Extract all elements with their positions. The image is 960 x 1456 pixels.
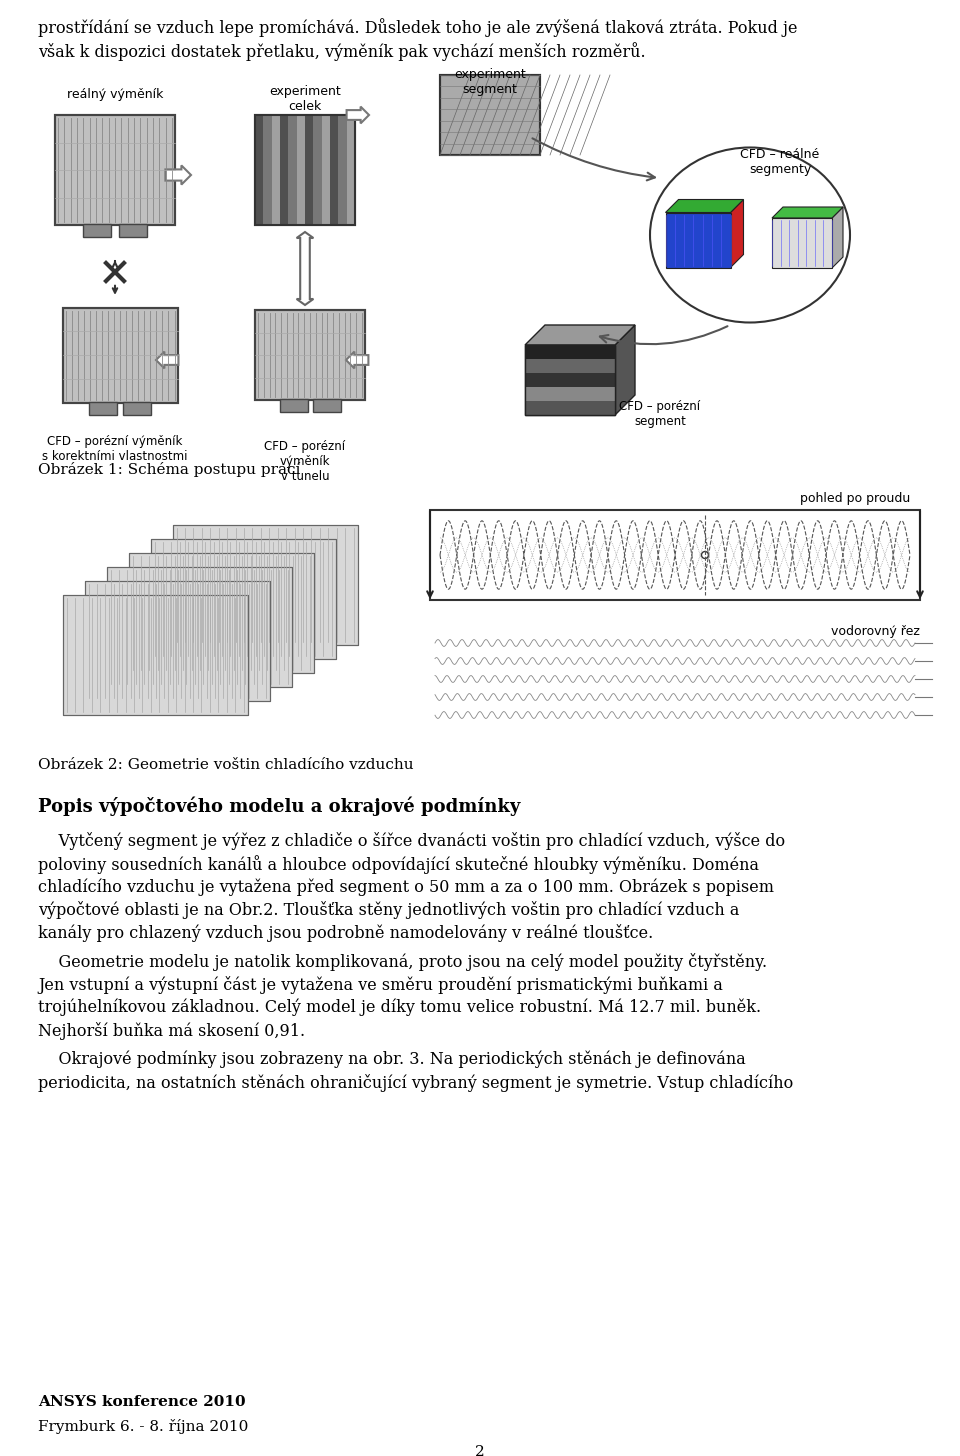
- Text: však k dispozici dostatek přetlaku, výměník pak vychází menších rozměrů.: však k dispozici dostatek přetlaku, výmě…: [38, 42, 646, 61]
- Text: ANSYS konference 2010: ANSYS konference 2010: [38, 1395, 246, 1409]
- Text: periodicita, na ostatních stěnách ohraničující vybraný segment je symetrie. Vstu: periodicita, na ostatních stěnách ohrani…: [38, 1075, 793, 1092]
- Text: Nejhorší buňka má skosení 0,91.: Nejhorší buňka má skosení 0,91.: [38, 1022, 305, 1040]
- Polygon shape: [731, 199, 743, 268]
- Bar: [313, 115, 322, 226]
- Text: prostřídání se vzduch lepe promíchává. Důsledek toho je ale zvýšená tlaková ztrá: prostřídání se vzduch lepe promíchává. D…: [38, 17, 798, 36]
- Polygon shape: [832, 207, 843, 268]
- Text: trojúhelníkovou základnou. Celý model je díky tomu velice robustní. Má 12.7 mil.: trojúhelníkovou základnou. Celý model je…: [38, 999, 761, 1016]
- Bar: [288, 115, 297, 226]
- Bar: [338, 115, 347, 226]
- Bar: [305, 115, 313, 226]
- Text: Okrajové podmínky jsou zobrazeny na obr. 3. Na periodických stěnách je definován: Okrajové podmínky jsou zobrazeny na obr.…: [38, 1051, 746, 1069]
- Bar: [173, 526, 357, 645]
- Bar: [525, 345, 615, 415]
- Bar: [62, 596, 248, 715]
- Bar: [83, 224, 111, 237]
- Bar: [107, 566, 292, 687]
- Bar: [525, 345, 615, 415]
- Circle shape: [702, 552, 708, 559]
- Bar: [255, 310, 365, 400]
- Polygon shape: [346, 351, 369, 368]
- Bar: [129, 553, 314, 673]
- Bar: [88, 402, 117, 415]
- Bar: [279, 399, 307, 412]
- Bar: [84, 581, 270, 700]
- Bar: [255, 310, 365, 400]
- Bar: [322, 115, 330, 226]
- Bar: [55, 115, 175, 226]
- Polygon shape: [525, 325, 635, 345]
- Text: Vytčený segment je výřez z chladiče o šířce dvanácti voštin pro chladící vzduch,: Vytčený segment je výřez z chladiče o ší…: [38, 831, 785, 850]
- Text: vodorovný řez: vodorovný řez: [831, 625, 920, 638]
- Text: pohled po proudu: pohled po proudu: [800, 492, 910, 505]
- Polygon shape: [772, 207, 843, 218]
- Text: Geometrie modelu je natolik komplikovaná, proto jsou na celý model použity čtyřs: Geometrie modelu je natolik komplikovaná…: [38, 954, 767, 971]
- Text: Jen vstupní a výstupní část je vytažena ve směru proudění prismatickými buňkami : Jen vstupní a výstupní část je vytažena …: [38, 976, 723, 994]
- Bar: [129, 553, 314, 673]
- Bar: [263, 115, 272, 226]
- Bar: [151, 539, 335, 660]
- Text: CFD – porézní výměník
s korektními vlastnostmi: CFD – porézní výměník s korektními vlast…: [42, 435, 188, 463]
- Bar: [119, 224, 147, 237]
- Bar: [280, 115, 288, 226]
- Bar: [272, 115, 280, 226]
- Bar: [525, 400, 615, 415]
- Text: Frymburk 6. - 8. října 2010: Frymburk 6. - 8. října 2010: [38, 1420, 249, 1434]
- Bar: [62, 307, 178, 402]
- Bar: [440, 76, 540, 154]
- Bar: [123, 402, 152, 415]
- Bar: [430, 510, 920, 600]
- Bar: [297, 115, 305, 226]
- Text: Obrázek 1: Schéma postupu prací: Obrázek 1: Schéma postupu prací: [38, 462, 300, 478]
- Bar: [55, 115, 175, 226]
- Text: výpočtové oblasti je na Obr.2. Tloušťka stěny jednotlivých voštin pro chladící v: výpočtové oblasti je na Obr.2. Tloušťka …: [38, 901, 739, 919]
- Text: CFD – porézní
výměník
v tunelu: CFD – porézní výměník v tunelu: [264, 440, 346, 483]
- Polygon shape: [615, 325, 635, 415]
- Polygon shape: [665, 199, 743, 213]
- Text: Popis výpočtového modelu a okrajové podmínky: Popis výpočtového modelu a okrajové podm…: [38, 796, 520, 815]
- Text: 2: 2: [475, 1444, 485, 1456]
- Bar: [255, 115, 355, 226]
- Text: Obrázek 2: Geometrie voštin chladícího vzduchu: Obrázek 2: Geometrie voštin chladícího v…: [38, 759, 414, 772]
- Text: experiment
celek: experiment celek: [269, 84, 341, 114]
- Polygon shape: [165, 166, 191, 185]
- Bar: [255, 115, 355, 226]
- Text: kanály pro chlazený vzduch jsou podrobně namodelovány v reálné tloušťce.: kanály pro chlazený vzduch jsou podrobně…: [38, 925, 653, 942]
- Bar: [525, 373, 615, 387]
- Bar: [173, 526, 357, 645]
- Bar: [107, 566, 292, 687]
- Bar: [84, 581, 270, 700]
- Text: CFD – reálné
segmenty: CFD – reálné segmenty: [740, 149, 820, 176]
- Bar: [62, 596, 248, 715]
- Bar: [347, 115, 355, 226]
- Bar: [665, 213, 731, 268]
- Polygon shape: [347, 106, 369, 124]
- Bar: [255, 115, 263, 226]
- Bar: [525, 360, 615, 373]
- Polygon shape: [156, 351, 179, 368]
- Bar: [151, 539, 335, 660]
- Ellipse shape: [650, 147, 850, 322]
- Text: reálný výměník: reálný výměník: [67, 87, 163, 100]
- Polygon shape: [297, 232, 313, 304]
- Text: experiment
segment: experiment segment: [454, 68, 526, 96]
- Text: poloviny sousedních kanálů a hloubce odpovídající skutečné hloubky výměníku. Dom: poloviny sousedních kanálů a hloubce odp…: [38, 855, 759, 874]
- Text: chladícího vzduchu je vytažena před segment o 50 mm a za o 100 mm. Obrázek s pop: chladícího vzduchu je vytažena před segm…: [38, 878, 774, 895]
- Bar: [62, 307, 178, 402]
- Bar: [330, 115, 338, 226]
- Bar: [313, 399, 341, 412]
- Bar: [440, 76, 540, 154]
- Bar: [525, 387, 615, 400]
- Text: CFD – porézní
segment: CFD – porézní segment: [619, 400, 701, 428]
- Bar: [772, 218, 832, 268]
